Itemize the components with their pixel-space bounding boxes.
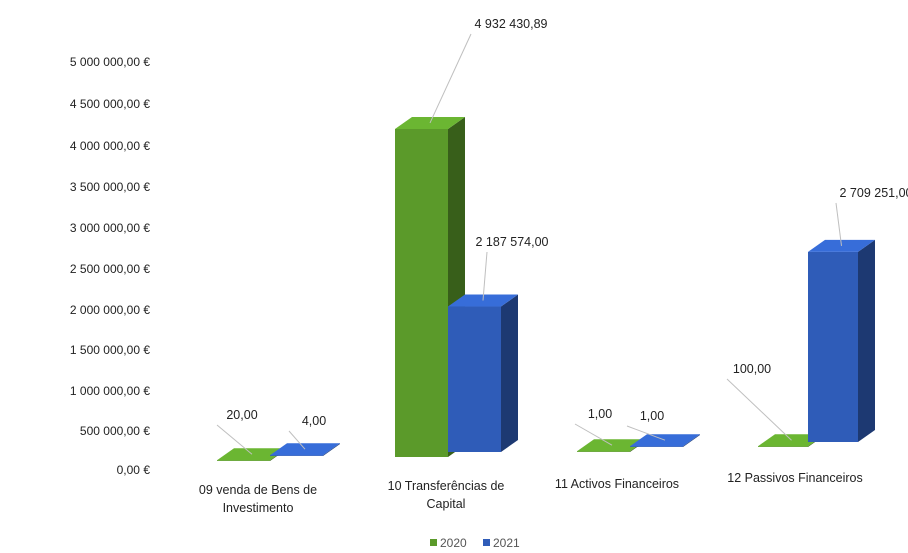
leader-line <box>288 430 306 450</box>
legend: 2020 2021 <box>430 536 520 550</box>
category-label: Investimento <box>223 501 294 515</box>
y-tick-label: 1 000 000,00 € <box>70 384 150 398</box>
y-tick-label: 3 000 000,00 € <box>70 221 150 235</box>
legend-item-2020: 2020 <box>430 536 467 550</box>
bars-layer <box>217 116 875 461</box>
bar-front-face <box>217 460 270 461</box>
y-tick-label: 2 000 000,00 € <box>70 303 150 317</box>
bar-front-face <box>448 306 501 452</box>
bar-front-face <box>758 446 808 447</box>
bar-2020-cat2 <box>395 116 465 457</box>
data-label: 100,00 <box>733 362 771 376</box>
data-label: 1,00 <box>588 407 612 421</box>
y-tick-label: 4 500 000,00 € <box>70 97 150 111</box>
leader-line <box>726 378 792 441</box>
category-label: 11 Activos Financeiros <box>555 477 679 491</box>
category-label: 09 venda de Bens de <box>199 483 317 497</box>
category-labels: 09 venda de Bens de Investimento 10 Transf… <box>199 471 863 515</box>
category-label: Capital <box>427 497 466 511</box>
bar-front-face <box>630 446 683 447</box>
leader-line <box>574 423 613 446</box>
legend-swatch <box>483 539 490 546</box>
bar-front-face <box>577 451 630 452</box>
y-tick-label: 0,00 € <box>117 463 151 477</box>
bar-side-face <box>323 443 340 456</box>
bar-2021-cat2 <box>448 294 518 452</box>
category-label: 12 Passivos Financeiros <box>727 471 862 485</box>
bar-front-face <box>395 128 448 457</box>
bar-2021-cat4 <box>808 239 875 442</box>
legend-label: 2020 <box>440 536 467 550</box>
leader-line <box>429 33 472 124</box>
data-label: 1,00 <box>640 409 664 423</box>
leader-line <box>835 202 842 246</box>
y-tick-label: 3 500 000,00 € <box>70 180 150 194</box>
legend-label: 2021 <box>493 536 520 550</box>
category-label: 10 Transferências de <box>388 479 505 493</box>
y-tick-label: 4 000 000,00 € <box>70 139 150 153</box>
bar-side-face <box>683 434 700 447</box>
leader-line <box>216 424 253 455</box>
data-label-leaders <box>216 33 842 455</box>
leader-line <box>626 425 666 441</box>
data-label: 4 932 430,89 <box>475 17 548 31</box>
y-tick-label: 2 500 000,00 € <box>70 262 150 276</box>
data-label: 4,00 <box>302 414 326 428</box>
data-label: 2 187 574,00 <box>476 235 549 249</box>
y-tick-label: 5 000 000,00 € <box>70 55 150 69</box>
data-labels: 20,00 4,00 4 932 430,89 2 187 574,00 1,00 1,0… <box>226 17 908 428</box>
y-tick-label: 500 000,00 € <box>80 424 150 438</box>
bar-side-face <box>858 239 875 442</box>
y-axis-ticks: 0,00 € 500 000,00 € 1 000 000,00 € 1 500 00… <box>70 55 150 477</box>
data-label: 2 709 251,00 <box>840 186 908 200</box>
legend-item-2021: 2021 <box>483 536 520 550</box>
bar-front-face <box>808 251 858 442</box>
data-label: 20,00 <box>226 408 257 422</box>
legend-swatch <box>430 539 437 546</box>
bar-2021-cat3 <box>630 434 700 447</box>
bar-front-face <box>270 455 323 456</box>
y-tick-label: 1 500 000,00 € <box>70 343 150 357</box>
bar-side-face <box>501 294 518 452</box>
leader-line <box>482 251 488 301</box>
bar-2021-cat1 <box>270 443 340 456</box>
